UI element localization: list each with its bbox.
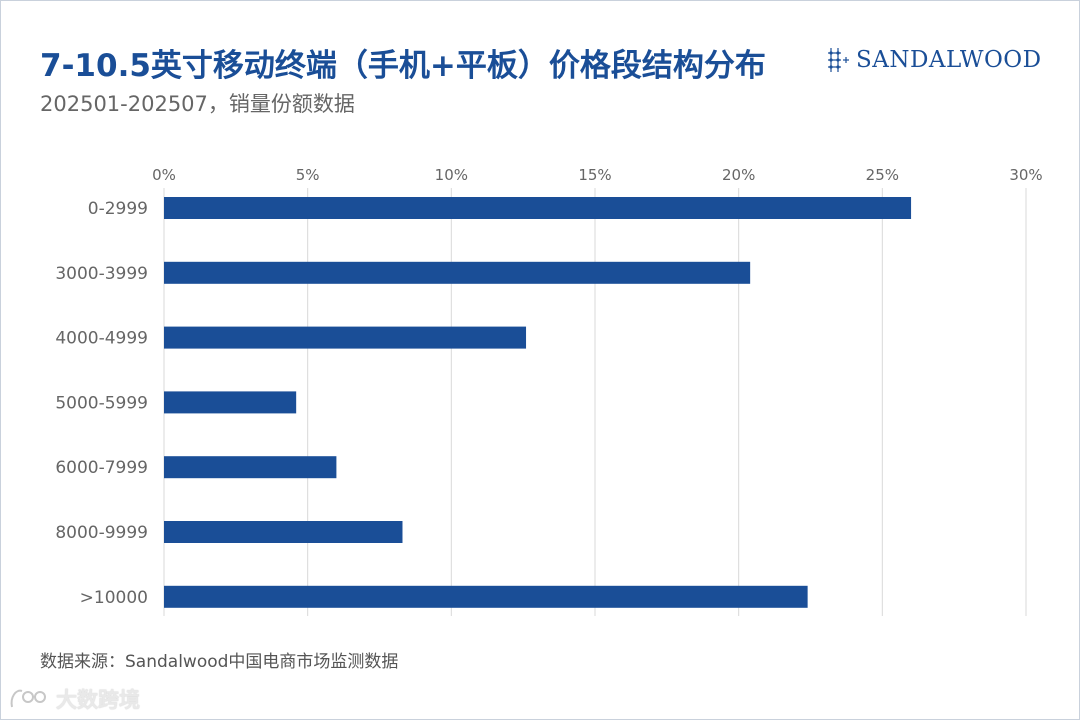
bar xyxy=(164,261,751,284)
y-category-label: 6000-7999 xyxy=(55,458,148,478)
x-tick-label: 20% xyxy=(722,166,755,184)
chart-title: 7-10.5英寸移动终端（手机+平板）价格段结构分布 xyxy=(40,48,766,84)
watermark-logo-icon xyxy=(10,689,46,708)
y-category-label: >10000 xyxy=(80,588,148,608)
bar xyxy=(164,391,297,414)
x-tick-label: 25% xyxy=(866,166,899,184)
x-tick-label: 10% xyxy=(435,166,468,184)
x-tick-label: 15% xyxy=(578,166,611,184)
y-category-label: 3000-3999 xyxy=(55,264,148,284)
chart-subtitle: 202501-202507，销量份额数据 xyxy=(40,92,355,116)
data-source-note: 数据来源：Sandalwood中国电商市场监测数据 xyxy=(40,652,399,672)
brand-name: SANDALWOOD xyxy=(856,47,1042,73)
bar xyxy=(164,456,337,479)
y-category-label: 4000-4999 xyxy=(55,329,148,349)
bar xyxy=(164,326,527,349)
brand-logo: SANDALWOOD xyxy=(826,44,1042,76)
x-tick-label: 0% xyxy=(152,166,176,184)
watermark: 大数跨境 xyxy=(8,684,140,714)
bar xyxy=(164,197,912,219)
x-tick-label: 5% xyxy=(296,166,320,184)
sandalwood-mark-icon xyxy=(828,48,849,72)
y-category-label: 5000-5999 xyxy=(55,393,148,413)
y-category-label: 0-2999 xyxy=(88,199,148,219)
x-tick-label: 30% xyxy=(1009,166,1042,184)
bar xyxy=(164,521,403,543)
watermark-text: 大数跨境 xyxy=(56,688,140,712)
bar xyxy=(164,585,808,608)
y-category-label: 8000-9999 xyxy=(55,523,148,543)
